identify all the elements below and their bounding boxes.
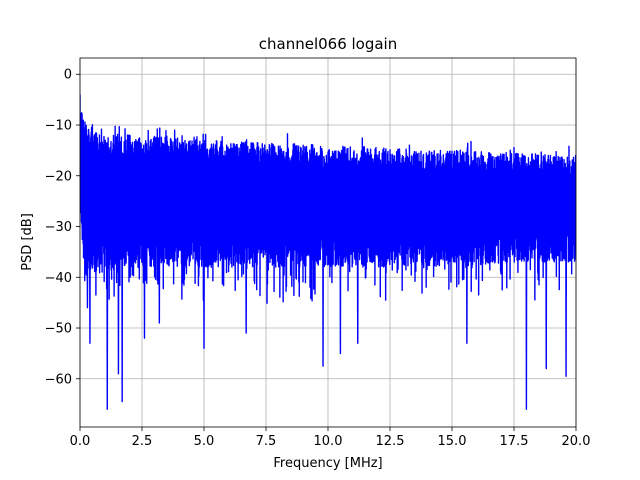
y-tick-label: −20 <box>45 169 72 184</box>
x-tick-label: 12.5 <box>376 434 405 449</box>
x-tick-label: 15.0 <box>438 434 467 449</box>
y-tick-label: −50 <box>45 322 72 337</box>
x-tick-label: 5.0 <box>194 434 215 449</box>
y-tick-label: −40 <box>45 271 72 286</box>
y-tick-label: −10 <box>45 118 72 133</box>
x-tick-label: 20.0 <box>562 434 591 449</box>
y-axis-ticks: 0 −10 −20 −30 −40 −50 −60 <box>45 68 80 387</box>
x-tick-label: 7.5 <box>256 434 277 449</box>
plot-frame <box>79 57 577 428</box>
x-tick-label: 0.0 <box>70 434 91 449</box>
psd-series-line <box>80 94 576 410</box>
x-tick-label: 17.5 <box>500 434 529 449</box>
x-tick-label: 2.5 <box>132 434 153 449</box>
y-tick-label: −30 <box>45 220 72 235</box>
x-tick-label: 10.0 <box>314 434 343 449</box>
chart-title: channel066 logain <box>259 35 398 53</box>
y-tick-label: 0 <box>64 68 72 83</box>
y-tick-label: −60 <box>45 372 72 387</box>
series-layer <box>80 94 576 410</box>
y-axis-label: PSD [dB] <box>20 213 35 271</box>
x-axis-ticks: 0.0 2.5 5.0 7.5 10.0 12.5 15.0 17.5 20.0 <box>70 427 591 449</box>
x-axis-label: Frequency [MHz] <box>273 456 382 471</box>
